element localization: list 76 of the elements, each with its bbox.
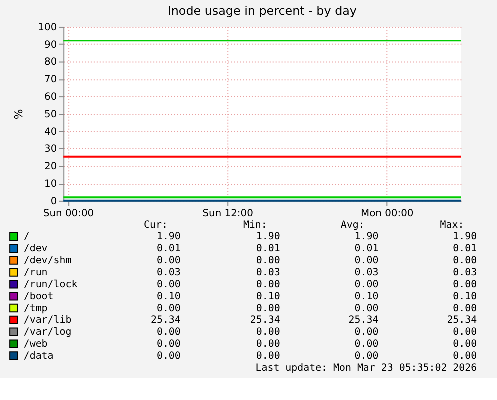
y-tick-label: 40 [44,126,58,138]
legend-label: /data [24,350,54,362]
text: Min: [243,220,268,231]
text: 0.01 [453,244,478,255]
text: 0.00 [256,303,280,314]
text: 0.00 [354,350,379,362]
text: 0.00 [156,303,181,314]
legend-label: /var/lib [24,315,72,326]
text: 1.90 [453,232,478,243]
x-tick-label: Sun 12:00 [202,208,254,220]
legend-label: /web [24,339,48,350]
legend-label: /boot [24,291,54,302]
text: 0.00 [256,339,280,350]
text: 0.00 [354,327,379,338]
text: 0.00 [453,303,478,314]
text: 0.03 [256,267,280,278]
legend-label: /var/log [24,327,72,338]
x-tick-label: Sun 00:00 [43,208,94,220]
text: 0.00 [354,339,379,350]
legend-label: /run [24,267,48,278]
text: 0.00 [453,339,478,350]
y-tick-label: 100 [38,22,58,34]
text: 0.10 [256,291,280,302]
y-axis-title: % [12,109,26,120]
legend-label: / [24,232,30,243]
legend-label: /tmp [24,303,48,314]
text: 0.03 [453,267,478,278]
text: 0.00 [354,303,379,314]
y-tick-label: 10 [44,179,58,190]
text: 0.03 [156,267,181,278]
text: 25.34 [447,315,478,326]
text: 0.00 [156,256,181,267]
text: 1.90 [156,232,181,243]
text: 0.00 [256,279,280,290]
text: 0.10 [453,291,478,302]
text: Max: [440,220,464,231]
text: 1.90 [256,232,280,243]
text: 0.00 [453,350,478,362]
legend-label: /dev/shm [24,256,72,267]
y-tick-label: 20 [44,162,58,173]
text: 0.00 [354,279,379,290]
text: 0.00 [354,256,379,267]
text: Last update: Mon Mar 23 05:35:02 2026 [256,362,478,374]
y-tick-label: 0 [50,196,58,208]
text: 0.10 [354,291,379,302]
y-tick-label: 60 [44,92,58,104]
legend-label: /dev [24,244,48,255]
text: 0.00 [156,350,181,362]
text: 0.00 [453,279,478,290]
y-tick-label: 90 [44,40,58,51]
y-tick-label: 70 [44,74,58,86]
text: 25.34 [150,315,181,326]
text: 0.00 [256,350,280,362]
text: Avg: [340,220,365,231]
y-tick-label: 80 [44,57,58,68]
text: 0.03 [354,267,379,278]
text: 0.00 [453,256,478,267]
text: 0.10 [156,291,181,302]
y-tick-label: 50 [44,109,58,120]
text: 0.01 [156,244,181,255]
text: 0.01 [256,244,280,255]
y-tick-label: 30 [44,144,58,156]
text: 0.01 [354,244,379,255]
text: Cur: [144,220,168,231]
x-tick-label: Mon 00:00 [360,208,414,220]
text: 0.00 [156,279,181,290]
text: 0.00 [256,327,280,338]
text: 1.90 [354,232,379,243]
text: 0.00 [256,256,280,267]
legend-label: /run/lock [24,279,78,290]
text: 0.00 [453,327,478,338]
text: 25.34 [250,315,280,326]
text: 0.00 [156,339,181,350]
text: 0.00 [156,327,181,338]
chart-title: Inode usage in percent - by day [168,4,357,18]
text: 25.34 [348,315,379,326]
